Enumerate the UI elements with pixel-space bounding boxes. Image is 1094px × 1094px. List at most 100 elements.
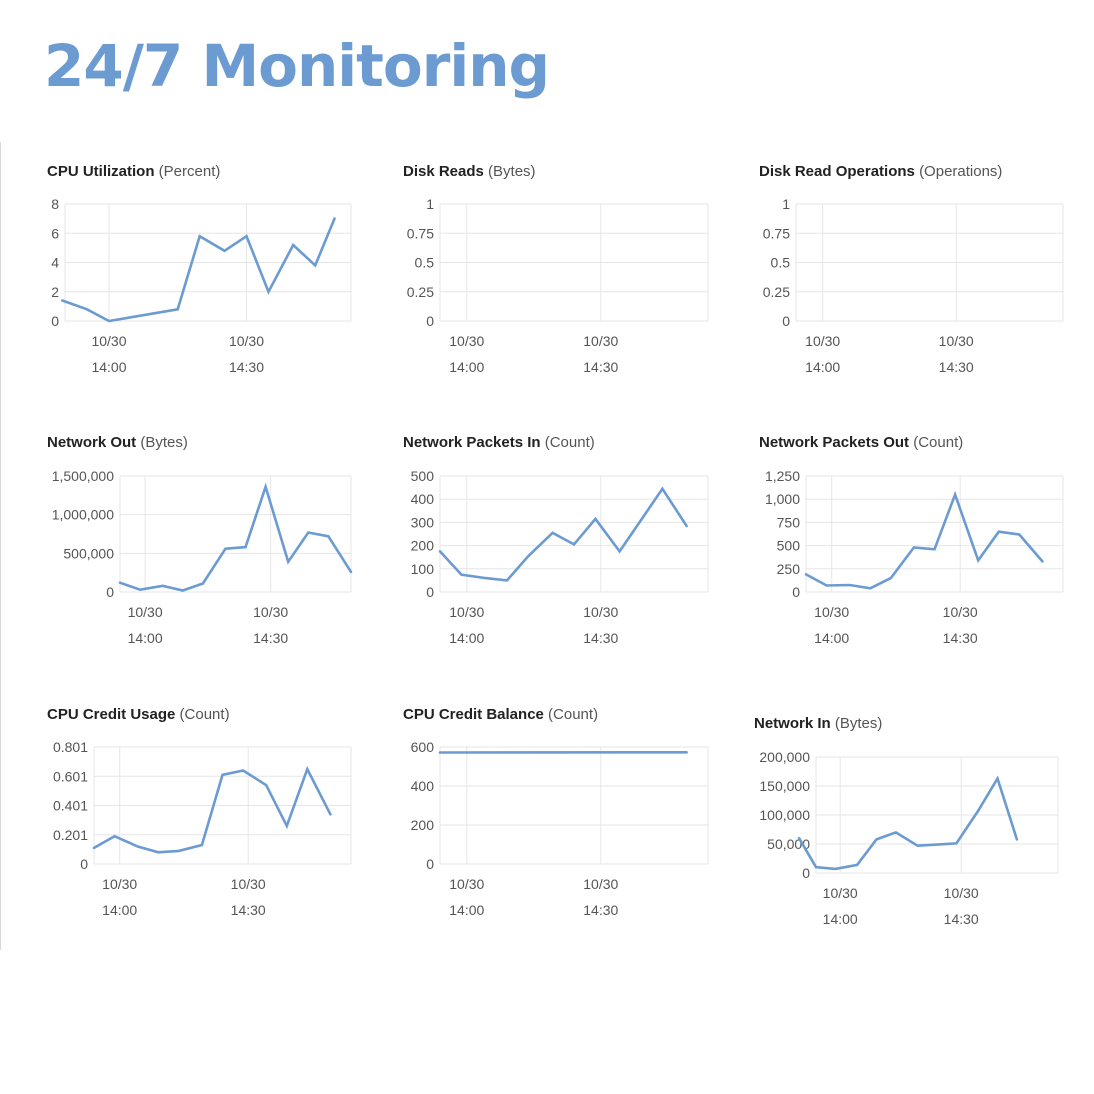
x-tick-label-time: 14:30 xyxy=(231,902,266,918)
series-line xyxy=(120,487,351,591)
y-tick-label: 200 xyxy=(411,817,435,833)
x-tick-label-date: 10/30 xyxy=(128,604,163,620)
series-line xyxy=(94,769,330,852)
chart-panel-disk-reads: Disk Reads (Bytes) 1 0.75 0.5 0.25 0 10/30 14:… xyxy=(403,163,723,383)
left-divider xyxy=(0,142,1,950)
chart-panel-network-in: Network In (Bytes) 200,000 150,000 100,000… xyxy=(754,715,1074,935)
chart-svg: 200,000150,000100,00050,000010/3014:0010… xyxy=(754,715,1074,935)
chart-svg: 600 400 200 0 10/30 14:00 10/30 14:30 xyxy=(403,706,723,926)
x-tick-label-time: 14:00 xyxy=(805,359,840,375)
y-tick-label: 100 xyxy=(411,561,435,577)
y-tick-label: 0 xyxy=(106,584,114,600)
y-tick-label: 4 xyxy=(51,255,59,271)
x-tick-label-date: 10/30 xyxy=(583,604,618,620)
y-tick-label: 0 xyxy=(782,313,790,329)
y-tick-label: 200,000 xyxy=(759,749,810,765)
y-tick-label: 0 xyxy=(426,584,434,600)
y-tick-label: 250 xyxy=(777,561,801,577)
chart-panel-network-out: Network Out (Bytes) 1,500,000 1,000,000 50… xyxy=(47,434,367,654)
y-tick-label: 0.5 xyxy=(415,255,435,271)
y-tick-label: 0.201 xyxy=(53,827,88,843)
x-tick-label-time: 14:30 xyxy=(943,630,978,646)
y-tick-label: 0.75 xyxy=(407,225,434,241)
x-tick-label-date: 10/30 xyxy=(805,333,840,349)
y-tick-label: 8 xyxy=(51,196,59,212)
y-tick-label: 500 xyxy=(411,468,435,484)
chart-panel-cpu-credit-balance: CPU Credit Balance (Count) 600 400 200 0 10/… xyxy=(403,706,723,926)
y-tick-label: 500,000 xyxy=(63,545,114,561)
x-tick-label-time: 14:00 xyxy=(449,902,484,918)
y-tick-label: 0 xyxy=(426,313,434,329)
chart-panel-cpu-utilization: CPU Utilization (Percent) 8 6 4 2 0 10/30 14:0… xyxy=(47,163,367,383)
y-tick-label: 0 xyxy=(51,313,59,329)
y-tick-label: 300 xyxy=(411,514,435,530)
chart-panel-cpu-credit-usage: CPU Credit Usage (Count) 0.801 0.601 0.401… xyxy=(47,706,367,926)
x-tick-label-date: 10/30 xyxy=(814,604,849,620)
x-tick-label-date: 10/30 xyxy=(91,333,126,349)
series-line xyxy=(440,489,687,581)
chart-svg: 0.8010.6010.4010.201010/3014:0010/3014:3… xyxy=(47,706,367,926)
x-tick-label-time: 14:00 xyxy=(128,630,163,646)
y-tick-label: 6 xyxy=(51,225,59,241)
y-tick-label: 0.801 xyxy=(53,739,88,755)
x-tick-label-time: 14:00 xyxy=(449,630,484,646)
x-tick-label-date: 10/30 xyxy=(939,333,974,349)
y-tick-label: 600 xyxy=(411,739,435,755)
y-tick-label: 150,000 xyxy=(759,778,810,794)
y-tick-label: 1 xyxy=(426,196,434,212)
y-tick-label: 200 xyxy=(411,538,435,554)
x-tick-label-date: 10/30 xyxy=(449,604,484,620)
y-tick-label: 0.25 xyxy=(763,284,790,300)
x-tick-label-time: 14:00 xyxy=(814,630,849,646)
page-title: 24/7 Monitoring xyxy=(44,32,549,100)
x-tick-label-time: 14:00 xyxy=(102,902,137,918)
y-tick-label: 1,500,000 xyxy=(52,468,114,484)
x-tick-label-date: 10/30 xyxy=(823,885,858,901)
y-tick-label: 0 xyxy=(426,856,434,872)
x-tick-label-time: 14:00 xyxy=(91,359,126,375)
x-tick-label-time: 14:30 xyxy=(939,359,974,375)
series-line xyxy=(806,495,1042,589)
y-tick-label: 0.75 xyxy=(763,225,790,241)
x-tick-label-time: 14:30 xyxy=(583,359,618,375)
chart-panel-network-packets-in: Network Packets In (Count) 500 400 300 200 1… xyxy=(403,434,723,654)
series-line xyxy=(62,219,334,321)
y-tick-label: 0 xyxy=(80,856,88,872)
y-tick-label: 0.401 xyxy=(53,798,88,814)
y-tick-label: 2 xyxy=(51,284,59,300)
x-tick-label-date: 10/30 xyxy=(229,333,264,349)
y-tick-label: 0.25 xyxy=(407,284,434,300)
y-tick-label: 1,250 xyxy=(765,468,800,484)
y-tick-label: 0.5 xyxy=(771,255,791,271)
x-tick-label-date: 10/30 xyxy=(583,333,618,349)
chart-svg: 1,250 1,000 750 500 250 0 10/30 14:00 10/30 14:30 xyxy=(759,434,1079,654)
x-tick-label-date: 10/30 xyxy=(449,876,484,892)
x-tick-label-date: 10/30 xyxy=(943,604,978,620)
x-tick-label-time: 14:00 xyxy=(449,359,484,375)
x-tick-label-date: 10/30 xyxy=(253,604,288,620)
x-tick-label-date: 10/30 xyxy=(449,333,484,349)
chart-svg: 8 6 4 2 0 10/30 14:00 10/30 14:30 xyxy=(47,163,367,383)
y-tick-label: 100,000 xyxy=(759,807,810,823)
chart-panel-network-packets-out: Network Packets Out (Count) 1,250 1,000 75… xyxy=(759,434,1079,654)
x-tick-label-time: 14:30 xyxy=(944,911,979,927)
x-tick-label-time: 14:30 xyxy=(253,630,288,646)
x-tick-label-date: 10/30 xyxy=(231,876,266,892)
series-line xyxy=(799,779,1017,869)
x-tick-label-time: 14:00 xyxy=(823,911,858,927)
y-tick-label: 0 xyxy=(792,584,800,600)
x-tick-label-time: 14:30 xyxy=(583,902,618,918)
x-tick-label-date: 10/30 xyxy=(583,876,618,892)
x-tick-label-time: 14:30 xyxy=(583,630,618,646)
y-tick-label: 400 xyxy=(411,491,435,507)
x-tick-label-time: 14:30 xyxy=(229,359,264,375)
y-tick-label: 1,000 xyxy=(765,491,800,507)
y-tick-label: 400 xyxy=(411,778,435,794)
y-tick-label: 0 xyxy=(802,865,810,881)
y-tick-label: 1 xyxy=(782,196,790,212)
y-tick-label: 1,000,000 xyxy=(52,507,114,523)
y-tick-label: 0.601 xyxy=(53,768,88,784)
chart-panel-disk-read-operations: Disk Read Operations (Operations) 1 0.75 0… xyxy=(759,163,1079,383)
y-tick-label: 500 xyxy=(777,538,801,554)
chart-svg: 500 400 300 200 100 0 10/30 14:00 10/30 14:30 xyxy=(403,434,723,654)
